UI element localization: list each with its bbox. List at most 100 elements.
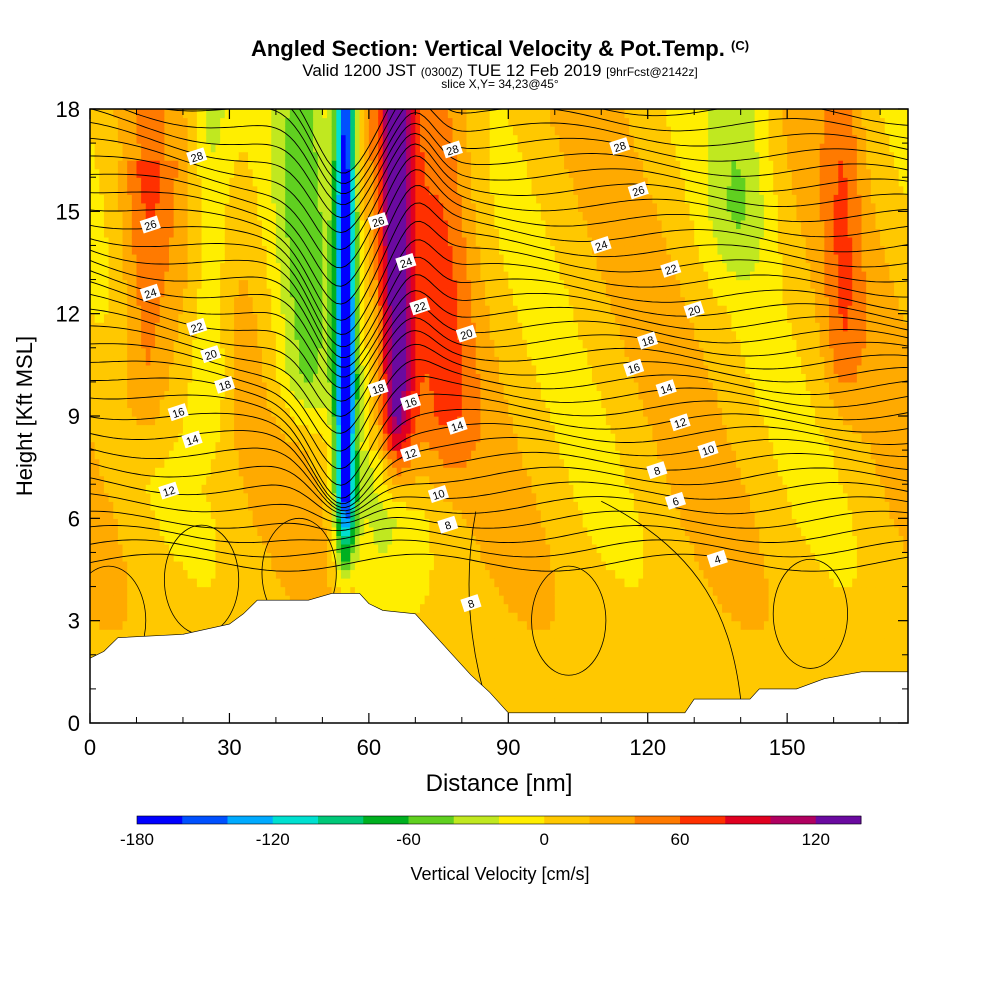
field-cell bbox=[243, 484, 249, 494]
field-cell bbox=[313, 245, 319, 255]
field-cell bbox=[285, 373, 291, 383]
field-cell bbox=[238, 364, 244, 374]
field-cell bbox=[317, 407, 323, 417]
field-cell bbox=[345, 117, 351, 127]
field-cell bbox=[141, 168, 147, 178]
field-cell bbox=[238, 535, 244, 545]
field-cell bbox=[289, 450, 296, 460]
field-cell bbox=[159, 109, 165, 119]
field-cell bbox=[206, 143, 212, 153]
field-cell bbox=[350, 296, 356, 306]
field-cell bbox=[378, 475, 384, 485]
field-cell bbox=[136, 586, 142, 596]
field-cell bbox=[182, 296, 189, 306]
field-cell bbox=[382, 595, 389, 605]
field-cell bbox=[196, 560, 203, 571]
field-cell bbox=[317, 356, 323, 366]
field-cell bbox=[248, 236, 254, 247]
field-cell bbox=[145, 262, 152, 272]
field-cell bbox=[122, 296, 128, 306]
field-cell bbox=[387, 484, 393, 494]
field-cell bbox=[378, 501, 384, 511]
field-cell bbox=[210, 134, 217, 144]
field-cell bbox=[364, 134, 370, 144]
field-cell bbox=[294, 543, 300, 554]
field-cell bbox=[164, 603, 170, 613]
field-cell bbox=[155, 160, 161, 170]
field-cell bbox=[364, 143, 370, 153]
field-cell bbox=[113, 330, 119, 340]
field-cell bbox=[266, 211, 272, 221]
field-cell bbox=[94, 484, 100, 494]
field-cell bbox=[90, 126, 96, 136]
field-cell bbox=[99, 629, 105, 639]
field-cell bbox=[373, 501, 379, 511]
field-cell bbox=[271, 117, 277, 127]
field-cell bbox=[373, 424, 379, 434]
field-cell bbox=[182, 347, 189, 357]
field-cell bbox=[145, 143, 152, 153]
field-cell bbox=[289, 219, 296, 229]
field-cell bbox=[155, 416, 161, 426]
field-cell bbox=[285, 424, 291, 434]
field-cell bbox=[131, 484, 138, 494]
field-cell bbox=[234, 612, 240, 622]
field-cell bbox=[224, 552, 231, 562]
field-cell bbox=[299, 202, 305, 212]
field-cell bbox=[406, 458, 412, 468]
field-cell bbox=[187, 373, 193, 383]
field-cell bbox=[345, 143, 351, 153]
field-cell bbox=[103, 194, 110, 204]
field-cell bbox=[229, 253, 235, 264]
field-cell bbox=[285, 441, 291, 451]
field-cell bbox=[224, 398, 231, 409]
field-cell bbox=[275, 245, 282, 255]
field-cell bbox=[271, 373, 277, 383]
field-cell bbox=[336, 126, 342, 136]
field-cell bbox=[317, 330, 323, 340]
field-cell bbox=[336, 398, 342, 409]
field-cell bbox=[299, 143, 305, 153]
field-cell bbox=[182, 305, 189, 315]
field-cell bbox=[141, 518, 147, 528]
field-cell bbox=[359, 552, 365, 562]
field-cell bbox=[90, 646, 96, 656]
field-cell bbox=[294, 313, 300, 323]
field-cell bbox=[308, 552, 314, 562]
field-cell bbox=[178, 253, 184, 264]
field-cell bbox=[354, 194, 361, 204]
field-cell bbox=[108, 134, 114, 144]
field-cell bbox=[238, 492, 244, 502]
field-cell bbox=[164, 236, 170, 247]
field-cell bbox=[354, 416, 361, 426]
field-cell bbox=[210, 569, 217, 579]
field-cell bbox=[229, 134, 235, 144]
field-cell bbox=[131, 339, 138, 349]
field-cell bbox=[182, 219, 189, 229]
field-cell bbox=[178, 279, 184, 289]
field-cell bbox=[354, 177, 361, 187]
field-cell bbox=[275, 416, 282, 426]
field-cell bbox=[155, 458, 161, 468]
field-cell bbox=[238, 288, 244, 298]
field-cell bbox=[373, 134, 379, 144]
field-cell bbox=[122, 501, 128, 511]
field-cell bbox=[90, 620, 96, 630]
field-cell bbox=[373, 526, 379, 536]
field-cell bbox=[215, 569, 221, 579]
field-cell bbox=[117, 433, 124, 443]
field-cell bbox=[392, 484, 398, 494]
field-cell bbox=[113, 228, 119, 238]
field-cell bbox=[308, 236, 314, 247]
field-cell bbox=[373, 441, 379, 451]
field-cell bbox=[127, 560, 133, 571]
field-cell bbox=[196, 620, 203, 630]
field-cell bbox=[201, 552, 207, 562]
field-cell bbox=[299, 364, 305, 374]
field-cell bbox=[261, 288, 268, 298]
field-cell bbox=[187, 126, 193, 136]
field-cell bbox=[145, 501, 152, 511]
field-cell bbox=[280, 219, 286, 229]
field-cell bbox=[127, 424, 133, 434]
field-cell bbox=[308, 364, 314, 374]
